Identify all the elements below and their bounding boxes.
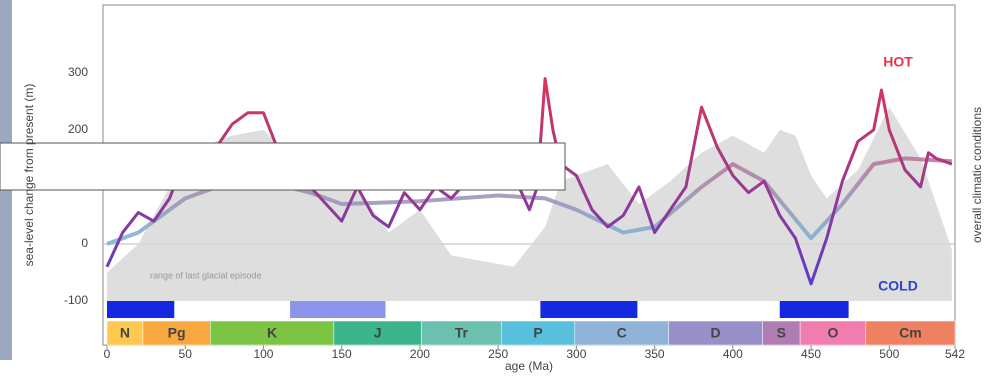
- annotation: range of last glacial episode: [150, 270, 262, 280]
- glacial-episode: [290, 301, 386, 318]
- x-tick-label: 300: [566, 347, 586, 361]
- period-label: S: [777, 325, 786, 341]
- x-tick-label: 0: [104, 347, 111, 361]
- x-tick-label: 50: [179, 347, 193, 361]
- sea-level-line: [105, 77, 953, 286]
- period-label: J: [374, 325, 382, 341]
- period-band: [762, 320, 801, 346]
- period-band: [333, 320, 422, 346]
- period-label: O: [828, 325, 839, 341]
- y-tick-label: 200: [68, 122, 88, 136]
- annotation: HOT: [883, 54, 913, 70]
- period-band: [668, 320, 763, 346]
- x-tick-label: 542: [945, 347, 965, 361]
- period-band: [574, 320, 669, 346]
- period-label: K: [267, 325, 277, 341]
- period-label: Cm: [899, 325, 922, 341]
- x-axis-title: age (Ma): [505, 359, 553, 373]
- glacial-episode: [540, 301, 638, 318]
- period-label: P: [533, 325, 542, 341]
- x-tick-label: 100: [253, 347, 273, 361]
- period-band: [799, 320, 867, 346]
- glacial-episode: [107, 301, 175, 318]
- period-band: [210, 320, 335, 346]
- x-tick-label: 150: [332, 347, 352, 361]
- period-label: Pg: [168, 325, 186, 341]
- y-axis-title: sea-level change from present (m): [22, 84, 36, 267]
- x-tick-label: 450: [801, 347, 821, 361]
- x-tick-label: 350: [645, 347, 665, 361]
- period-band: [142, 320, 211, 346]
- period-label: Tr: [455, 325, 469, 341]
- climate-area: [107, 107, 952, 302]
- x-tick-label: 200: [410, 347, 430, 361]
- period-band: [865, 320, 956, 346]
- y2-axis-title: overall climatic conditions: [970, 107, 984, 243]
- x-tick-label: 250: [488, 347, 508, 361]
- y-tick-label: 300: [68, 65, 88, 79]
- x-tick-label: 500: [879, 347, 899, 361]
- y-tick-label: -100: [64, 293, 88, 307]
- period-band: [421, 320, 502, 346]
- annotation: COLD: [878, 278, 918, 294]
- glacial-episode: [779, 301, 849, 318]
- period-label: C: [617, 325, 627, 341]
- period-label: D: [711, 325, 721, 341]
- period-label: N: [120, 325, 130, 341]
- overlay-box: [0, 142, 566, 191]
- x-tick-label: 400: [723, 347, 743, 361]
- y-tick-label: 0: [81, 236, 88, 250]
